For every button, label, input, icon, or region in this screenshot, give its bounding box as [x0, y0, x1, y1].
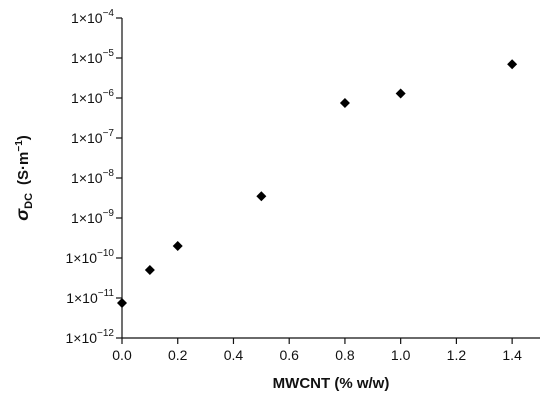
y-tick-label-base: 1×10	[71, 90, 103, 106]
y-tick-label-exp: −10	[97, 248, 114, 259]
data-point	[144, 265, 155, 276]
x-tick-label: 0.0	[112, 347, 132, 363]
y-tick-label-base: 1×10	[66, 290, 98, 306]
y-tick-label-exp: −9	[103, 208, 115, 219]
y-tick-label-base: 1×10	[71, 130, 103, 146]
data-point	[117, 297, 127, 308]
y-tick-label-exp: −5	[103, 48, 115, 59]
y-tick-label: 1×10−8	[71, 168, 114, 186]
y-tick-label-exp: −8	[103, 168, 115, 179]
y-axis-title-units-exp: −1	[14, 140, 25, 152]
data-point	[339, 97, 350, 108]
y-tick-label-exp: −7	[103, 128, 115, 139]
y-tick-label-base: 1×10	[65, 330, 97, 346]
data-point	[172, 240, 183, 251]
x-tick-label: 1.2	[447, 347, 467, 363]
y-axis-ticks: 1×10−121×10−111×10−101×10−91×10−81×10−71…	[65, 8, 122, 346]
y-tick-label-exp: −11	[98, 288, 115, 299]
x-axis-ticks: 0.0 0.2 0.4 0.6 0.8 1.0 1.2 1.4	[112, 338, 522, 363]
y-tick-label-exp: −6	[103, 88, 115, 99]
y-axis-title: σDC (S·m−1)	[12, 135, 35, 221]
x-tick-label: 0.2	[168, 347, 188, 363]
x-tick-label: 0.6	[279, 347, 299, 363]
y-tick-label: 1×10−10	[65, 248, 114, 266]
y-tick-label-base: 1×10	[71, 10, 103, 26]
y-tick-label: 1×10−7	[71, 128, 114, 146]
x-axis-title: MWCNT (% w/w)	[273, 375, 390, 392]
x-tick-label: 0.8	[335, 347, 355, 363]
y-tick-label: 1×10−4	[71, 8, 114, 26]
data-points	[117, 59, 518, 308]
y-tick-label-exp: −4	[103, 8, 115, 19]
y-tick-label: 1×10−9	[71, 208, 114, 226]
y-tick-label: 1×10−6	[71, 88, 114, 106]
y-axis-title-units: (S·m	[15, 152, 32, 185]
y-tick-label-exp: −12	[97, 328, 114, 339]
x-tick-label: 0.4	[224, 347, 244, 363]
data-point	[507, 59, 518, 70]
y-tick-label: 1×10−5	[71, 48, 114, 66]
data-point	[256, 191, 267, 202]
y-tick-label-base: 1×10	[71, 50, 103, 66]
x-tick-label: 1.0	[391, 347, 411, 363]
y-axis-title-symbol: σ	[12, 208, 32, 221]
y-axis-title-subscript: DC	[23, 193, 35, 209]
y-axis-title-units-close: )	[15, 135, 32, 140]
data-point	[395, 88, 406, 99]
y-tick-label-base: 1×10	[71, 210, 103, 226]
x-tick-label: 1.4	[502, 347, 522, 363]
y-tick-label-base: 1×10	[71, 170, 103, 186]
y-tick-label: 1×10−11	[66, 288, 114, 306]
y-tick-label: 1×10−12	[65, 328, 114, 346]
y-tick-label-base: 1×10	[65, 250, 97, 266]
